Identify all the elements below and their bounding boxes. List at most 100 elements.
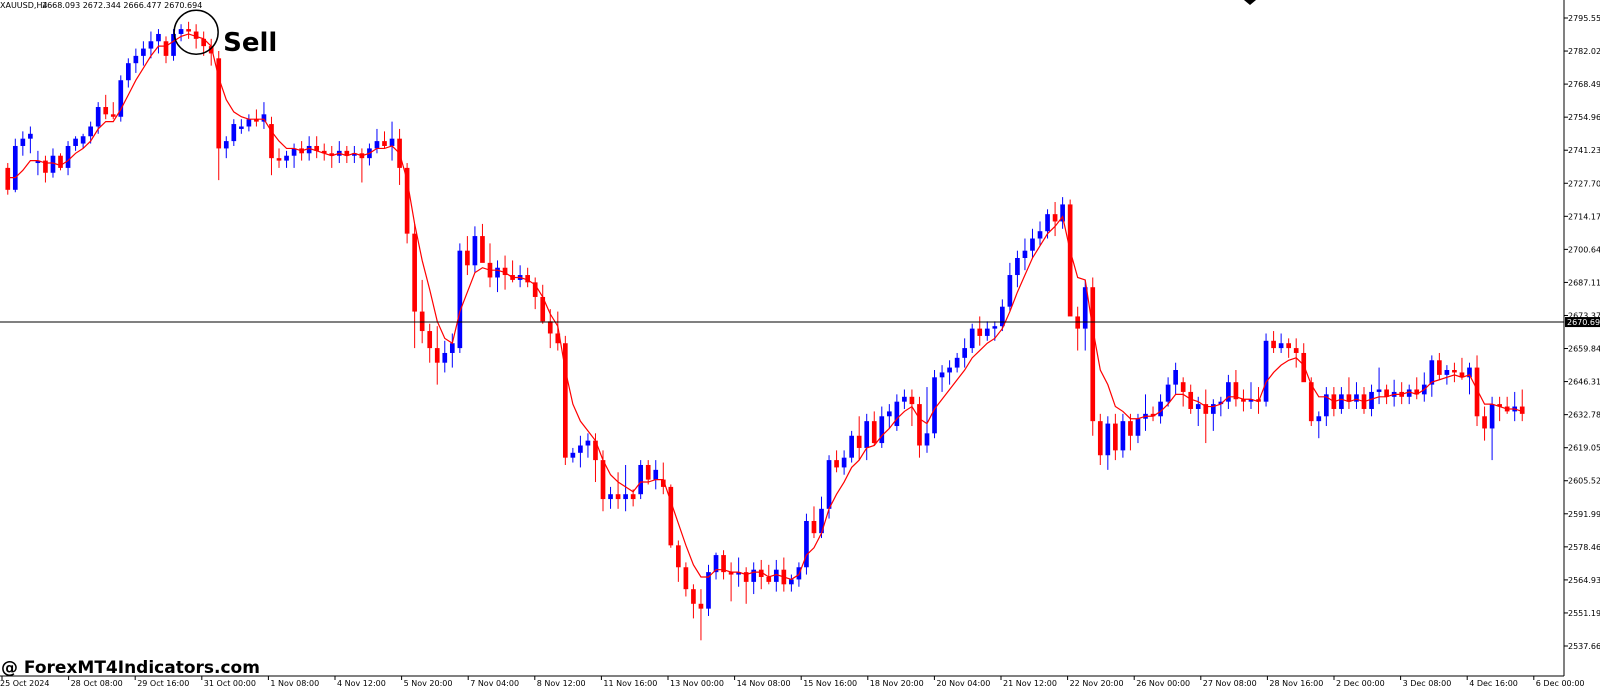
sell-signal-label: Sell (223, 28, 277, 58)
bullish-candle (713, 555, 719, 573)
time-tick-label: 3 Dec 08:00 (1403, 679, 1452, 688)
bullish-candle (374, 141, 380, 149)
bullish-candle (819, 508, 824, 534)
bearish-candle (1052, 214, 1058, 222)
bearish-candle (412, 233, 417, 312)
bearish-candle (698, 603, 704, 609)
bullish-candle (789, 579, 794, 585)
time-tick-label: 8 Nov 12:00 (537, 679, 586, 688)
bearish-candle (43, 160, 48, 173)
bearish-candle (811, 520, 817, 534)
bullish-candle (969, 328, 975, 349)
bearish-candle (1497, 404, 1502, 407)
price-tick-label: 2741.230 (1568, 146, 1600, 155)
bearish-candle (630, 494, 636, 500)
time-tick-label: 14 Nov 08:00 (737, 679, 791, 688)
bullish-candle (352, 153, 357, 156)
bullish-candle (706, 572, 711, 609)
bullish-candle (223, 141, 229, 149)
bearish-candle (103, 107, 109, 115)
time-tick-label: 11 Nov 16:00 (603, 679, 657, 688)
bearish-candle (1452, 370, 1457, 373)
bullish-candle (95, 107, 101, 127)
bullish-candle (1060, 204, 1065, 222)
time-tick-label: 6 Dec 00:00 (1536, 679, 1585, 688)
bullish-candle (1226, 382, 1231, 402)
bullish-candle (1000, 306, 1005, 327)
bearish-candle (555, 333, 561, 344)
bullish-candle (570, 452, 576, 458)
bullish-candle (1120, 421, 1126, 451)
bullish-candle (156, 33, 161, 42)
price-tick-label: 2619.050 (1568, 444, 1600, 453)
price-tick-label: 2605.520 (1568, 477, 1600, 486)
bullish-candle (50, 155, 56, 173)
bullish-candle (751, 569, 757, 582)
bullish-candle (902, 396, 907, 402)
bearish-candle (321, 150, 327, 154)
bullish-candle (1037, 231, 1043, 239)
bullish-candle (1105, 423, 1111, 456)
bearish-candle (404, 167, 410, 234)
bearish-candle (977, 328, 983, 336)
bearish-candle (254, 119, 259, 122)
bearish-candle (1188, 391, 1194, 409)
time-tick-label: 7 Nov 04:00 (470, 679, 519, 688)
bearish-candle (1308, 382, 1314, 422)
bullish-candle (962, 348, 968, 358)
bullish-candle (12, 145, 18, 190)
bullish-candle (118, 80, 124, 117)
bearish-candle (1233, 382, 1239, 400)
bullish-candle (1489, 404, 1495, 429)
bullish-candle (1248, 399, 1254, 402)
bearish-candle (645, 464, 651, 480)
bearish-candle (201, 38, 207, 47)
current-price-label: 2670.694 (1567, 318, 1600, 327)
bullish-candle (442, 352, 448, 363)
price-tick-label: 2700.640 (1568, 245, 1600, 254)
bearish-candle (216, 58, 222, 149)
bearish-candle (1203, 404, 1209, 414)
bullish-candle (879, 416, 885, 444)
bullish-candle (141, 48, 146, 56)
bullish-candle (178, 29, 184, 34)
bullish-candle (284, 155, 289, 161)
bullish-candle (939, 372, 945, 378)
watermark: @ ForexMT4Indicators.com (1, 658, 260, 678)
bearish-candle (110, 114, 116, 117)
bullish-candle (984, 328, 990, 336)
bullish-candle (457, 250, 463, 349)
bearish-candle (1128, 421, 1133, 436)
bearish-candle (1150, 413, 1156, 417)
bullish-candle (826, 460, 832, 509)
bullish-candle (1195, 404, 1201, 409)
time-tick-label: 28 Nov 16:00 (1269, 679, 1323, 688)
bullish-candle (1369, 391, 1374, 409)
bearish-candle (208, 46, 214, 54)
sell-signal-circle (173, 9, 219, 55)
bullish-candle (1429, 360, 1435, 385)
bearish-candle (676, 545, 681, 568)
bullish-candle (1210, 404, 1216, 414)
bullish-candle (608, 494, 613, 500)
bullish-candle (231, 124, 237, 142)
price-tick-label: 2578.460 (1568, 543, 1600, 552)
price-tick-label: 2727.700 (1568, 179, 1600, 188)
bearish-candle (660, 479, 666, 487)
bearish-candle (743, 572, 749, 582)
bullish-candle (1444, 370, 1450, 375)
bullish-candle (992, 326, 998, 329)
bearish-candle (856, 435, 862, 448)
price-tick-label: 2714.170 (1568, 212, 1600, 221)
symbol-label: XAUUSD,H4 (0, 1, 48, 10)
time-tick-label: 4 Dec 16:00 (1469, 679, 1518, 688)
bullish-candle (841, 457, 847, 468)
bearish-candle (1067, 204, 1073, 317)
bullish-candle (35, 160, 41, 164)
bullish-candle (389, 138, 395, 146)
bearish-candle (269, 124, 274, 159)
bullish-candle (947, 367, 952, 373)
time-tick-label: 29 Oct 16:00 (137, 679, 189, 688)
